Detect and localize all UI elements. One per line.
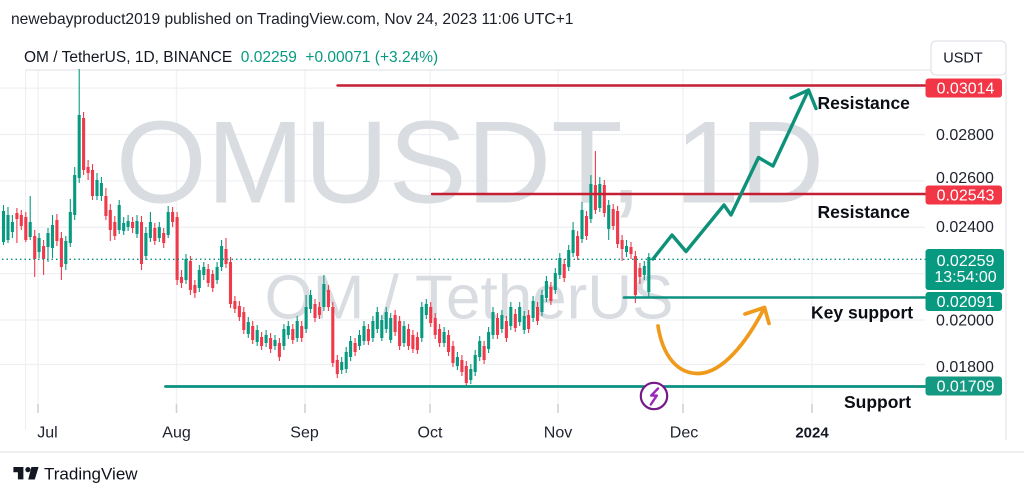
svg-text:Nov: Nov xyxy=(544,425,572,442)
svg-text:0.02600: 0.02600 xyxy=(936,170,994,187)
svg-text:Sep: Sep xyxy=(290,425,319,442)
svg-text:2024: 2024 xyxy=(795,425,829,442)
svg-text:0.01709: 0.01709 xyxy=(937,379,995,396)
svg-text:Jul: Jul xyxy=(37,425,57,442)
svg-text:Support: Support xyxy=(844,392,911,412)
svg-text:0.02091: 0.02091 xyxy=(937,294,995,311)
svg-text:0.02000: 0.02000 xyxy=(936,313,994,330)
svg-text:0.02259: 0.02259 xyxy=(937,253,995,270)
svg-text:0.02400: 0.02400 xyxy=(936,219,994,236)
svg-text:newebayproduct2019 published o: newebayproduct2019 published on TradingV… xyxy=(11,11,573,28)
svg-text:Oct: Oct xyxy=(418,425,443,442)
svg-text:OMUSDT, 1D: OMUSDT, 1D xyxy=(116,97,825,228)
svg-text:13:54:00: 13:54:00 xyxy=(934,269,996,286)
svg-text:USDT: USDT xyxy=(943,51,983,67)
svg-text:Aug: Aug xyxy=(162,425,190,442)
svg-text:0.01800: 0.01800 xyxy=(936,359,994,376)
svg-text:0.03014: 0.03014 xyxy=(937,81,995,98)
svg-text:0.02800: 0.02800 xyxy=(936,127,994,144)
svg-text:OM / TetherUS, 1D, BINANCE 0.: OM / TetherUS, 1D, BINANCE 0.02259 +0.00… xyxy=(24,49,438,66)
svg-text:TradingView: TradingView xyxy=(44,465,138,484)
svg-text:Key support: Key support xyxy=(811,303,913,323)
svg-text:Dec: Dec xyxy=(670,425,698,442)
svg-text:Resistance: Resistance xyxy=(818,202,911,222)
svg-text:Resistance: Resistance xyxy=(818,93,911,113)
svg-text:0.02543: 0.02543 xyxy=(937,188,995,205)
svg-text:OM / TetherUS: OM / TetherUS xyxy=(265,264,674,333)
